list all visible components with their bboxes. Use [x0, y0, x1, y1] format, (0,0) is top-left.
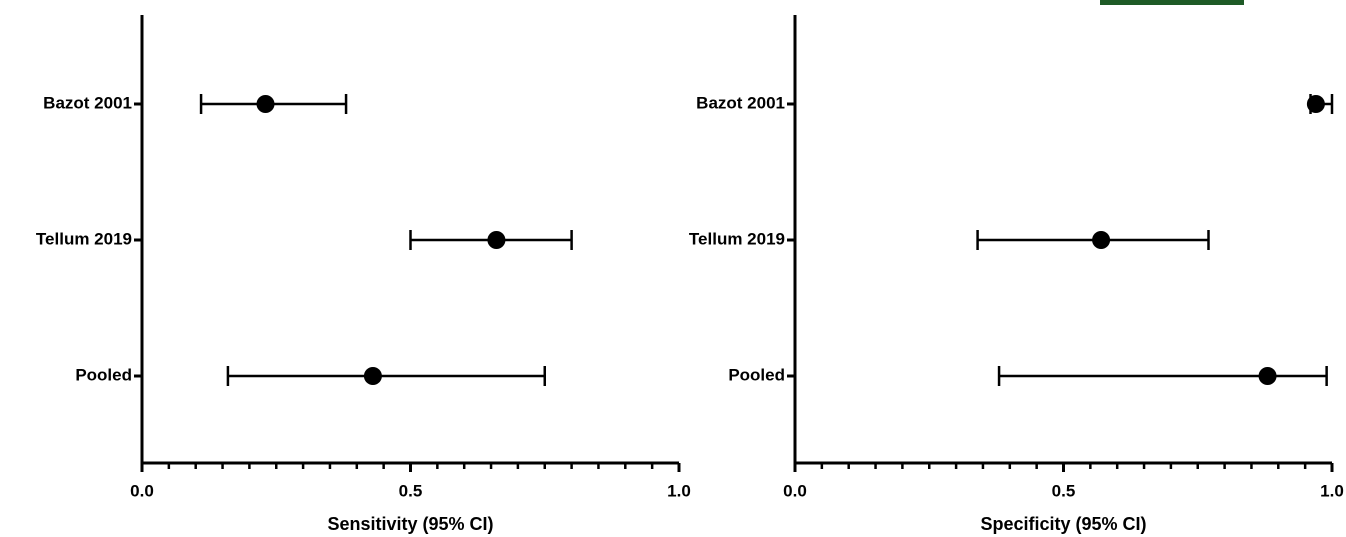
x-axis-label: Sensitivity (95% CI) — [327, 514, 493, 534]
y-tick-label: Pooled — [75, 365, 132, 384]
y-tick-label: Bazot 2001 — [696, 93, 785, 112]
x-tick-label: 0.5 — [1052, 481, 1076, 500]
y-tick-label: Tellum 2019 — [36, 229, 132, 248]
point-estimate — [1258, 367, 1277, 385]
image-fragment — [1100, 0, 1244, 5]
x-axis-label: Specificity (95% CI) — [980, 514, 1146, 534]
x-tick-label: 0.5 — [399, 481, 423, 500]
point-estimate — [363, 367, 382, 385]
point-estimate — [1306, 95, 1325, 113]
x-tick-label: 1.0 — [1320, 481, 1344, 500]
y-tick-label: Pooled — [728, 365, 785, 384]
point-estimate — [256, 95, 275, 113]
y-tick-label: Bazot 2001 — [43, 93, 132, 112]
x-tick-label: 0.0 — [130, 481, 154, 500]
point-estimate — [1092, 231, 1111, 249]
point-estimate — [487, 231, 506, 249]
x-tick-label: 0.0 — [783, 481, 807, 500]
y-tick-label: Tellum 2019 — [689, 229, 785, 248]
x-tick-label: 1.0 — [667, 481, 691, 500]
